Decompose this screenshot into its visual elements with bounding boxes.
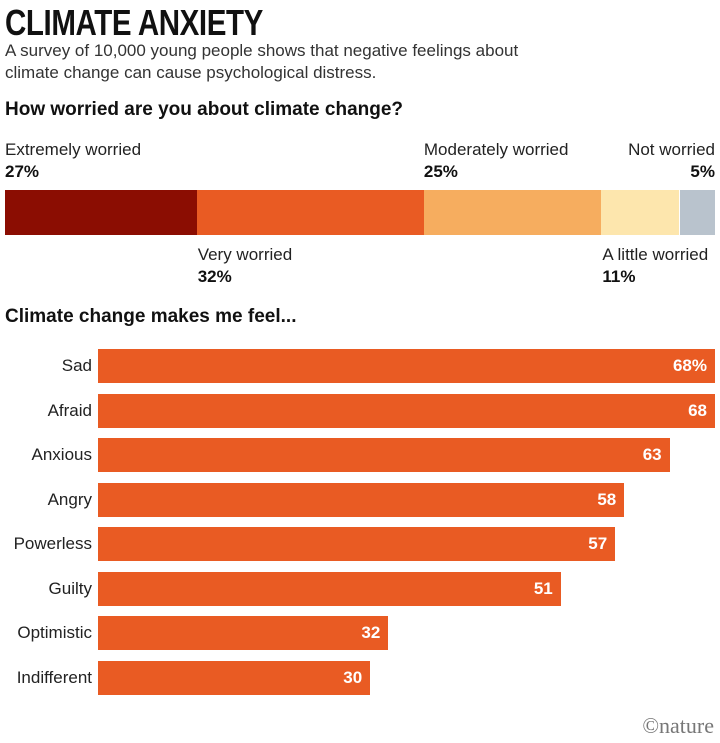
value-label: 27% — [5, 162, 40, 181]
title: CLIMATE ANXIETY — [5, 2, 263, 43]
category-label: Extremely worried — [5, 140, 142, 159]
bar — [98, 527, 616, 561]
value-label: 63 — [642, 445, 662, 464]
segment — [423, 190, 602, 235]
category-label: Angry — [47, 489, 92, 509]
value-label: 51 — [533, 578, 553, 598]
subtitle: A survey of 10,000 young people shows th… — [5, 41, 519, 82]
bar — [98, 438, 670, 472]
category-label: Guilty — [48, 578, 92, 598]
value-label: 32% — [197, 267, 232, 286]
bar — [98, 660, 371, 695]
segment-label: A little worried 11% — [602, 244, 717, 288]
category-label: Very worried — [197, 245, 293, 264]
value-label: 25% — [423, 162, 458, 181]
category-label: Anxious — [31, 445, 92, 464]
value-label: 32 — [361, 623, 381, 642]
segment-label: Not worried 5% — [628, 139, 715, 183]
segment — [601, 190, 680, 235]
category-label: Powerless — [13, 534, 92, 553]
value-label: 30 — [343, 667, 363, 687]
bar — [98, 571, 561, 606]
category-label: Afraid — [47, 400, 92, 420]
segment — [679, 190, 715, 235]
chart-title: Climate change makes me feel... — [5, 306, 297, 327]
category-label: Sad — [61, 356, 92, 375]
category-label: A little worried — [602, 245, 709, 264]
bar — [98, 349, 715, 383]
category-label: Indifferent — [16, 667, 92, 687]
category-label: Moderately worried — [423, 140, 569, 159]
segment — [196, 190, 424, 235]
bar — [98, 482, 625, 517]
category-label: Not worried — [628, 140, 715, 159]
value-label: 68% — [672, 356, 707, 375]
value-label: 11% — [602, 267, 636, 286]
value-label: 5% — [690, 162, 715, 181]
chart-title: How worried are you about climate change… — [5, 99, 404, 120]
segment-label: Very worried 32% — [198, 244, 313, 288]
value-label: 57 — [588, 534, 608, 553]
category-label: Optimistic — [17, 623, 92, 642]
segment — [5, 190, 197, 235]
segment-label: Extremely worried 27% — [5, 139, 141, 183]
segment-label: Moderately worried 25% — [424, 139, 569, 183]
value-label: 58 — [597, 489, 617, 509]
bar — [98, 616, 389, 650]
credit: ©nature — [642, 713, 714, 738]
value-label: 68 — [688, 400, 707, 420]
bar — [98, 393, 715, 428]
